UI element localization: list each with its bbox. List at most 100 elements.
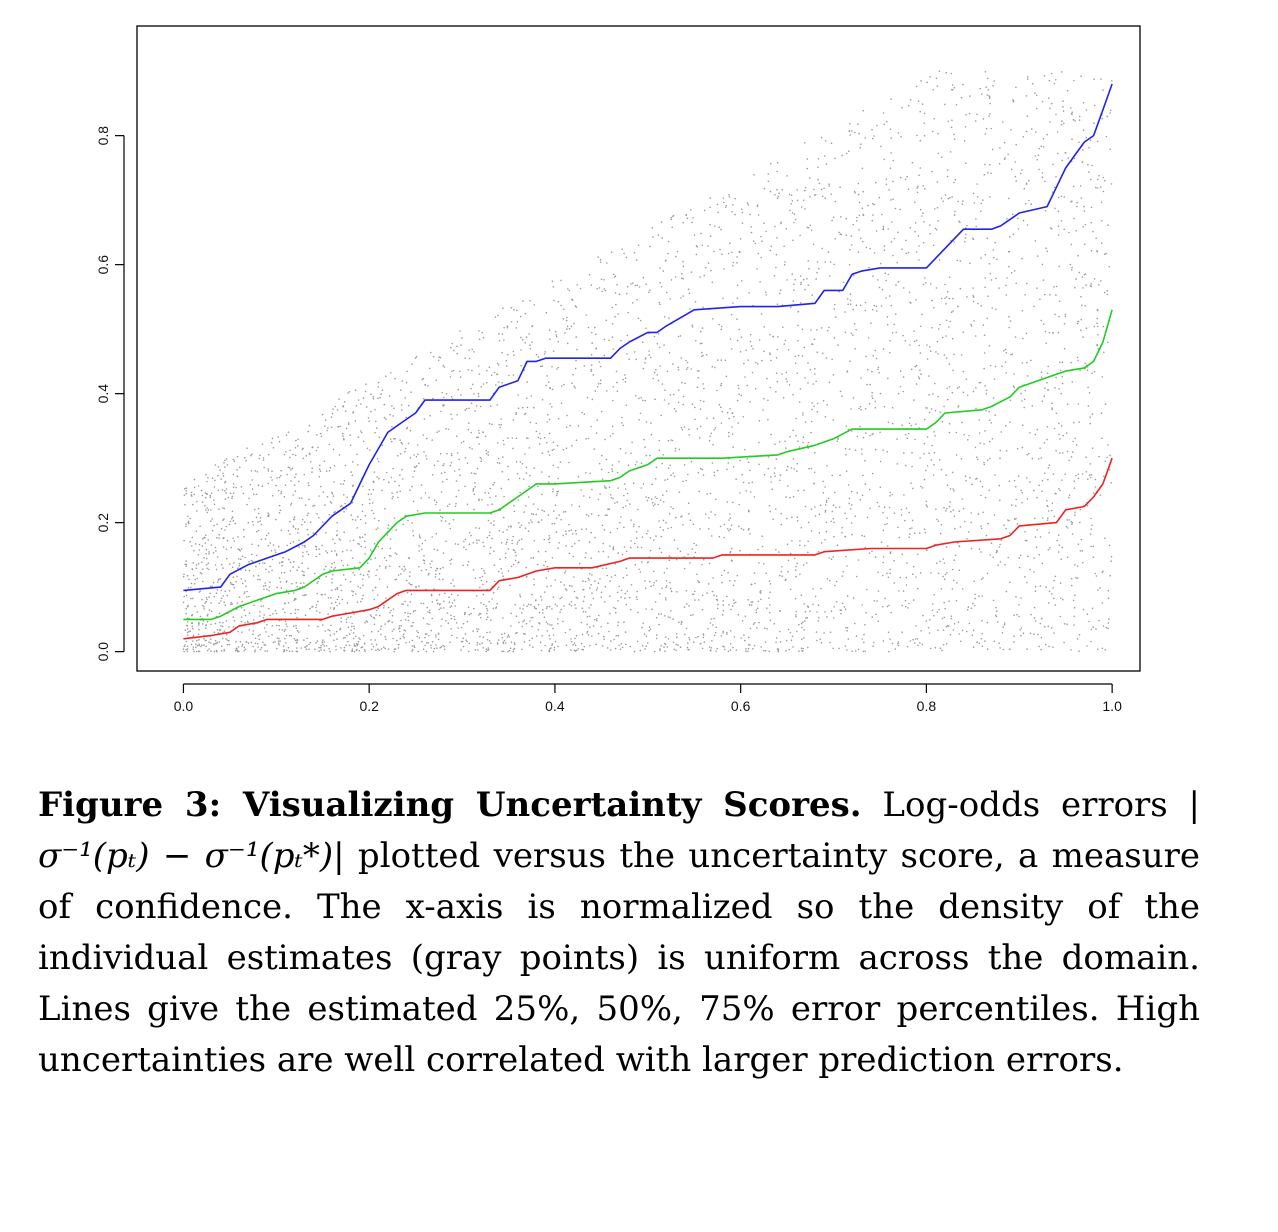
- gray-point: [945, 643, 948, 645]
- gray-point: [731, 348, 733, 350]
- gray-point: [925, 620, 928, 622]
- gray-point: [739, 459, 741, 462]
- gray-point: [882, 574, 884, 577]
- gray-point: [391, 440, 393, 443]
- gray-point: [257, 544, 260, 547]
- gray-point: [477, 395, 480, 398]
- gray-point: [939, 323, 941, 326]
- gray-point: [257, 484, 260, 487]
- gray-point: [322, 643, 324, 645]
- gray-point: [986, 94, 989, 96]
- gray-point: [202, 580, 204, 583]
- gray-point: [675, 633, 678, 635]
- gray-point: [727, 252, 730, 255]
- gray-point: [899, 208, 901, 211]
- gray-point: [395, 553, 398, 555]
- gray-point: [1008, 519, 1010, 522]
- gray-point: [362, 594, 364, 597]
- gray-point: [824, 486, 826, 488]
- gray-point: [403, 637, 406, 639]
- gray-point: [607, 508, 609, 511]
- gray-point: [524, 342, 526, 344]
- gray-point: [523, 641, 526, 643]
- gray-point: [663, 344, 665, 346]
- gray-point: [994, 414, 996, 416]
- gray-point: [972, 300, 975, 303]
- gray-point: [775, 458, 778, 460]
- gray-point: [929, 76, 931, 78]
- gray-point: [1073, 480, 1075, 483]
- gray-point: [1107, 341, 1109, 344]
- gray-point: [645, 496, 647, 498]
- gray-point: [953, 181, 955, 184]
- gray-point: [1034, 585, 1037, 588]
- gray-point: [333, 633, 336, 635]
- gray-point: [1040, 371, 1043, 374]
- gray-point: [1077, 359, 1079, 362]
- gray-point: [624, 592, 627, 595]
- gray-point: [624, 377, 627, 380]
- gray-point: [701, 327, 704, 329]
- gray-point: [185, 560, 187, 562]
- gray-point: [677, 401, 680, 404]
- gray-point: [568, 289, 571, 292]
- gray-point: [923, 478, 926, 481]
- gray-point: [662, 454, 665, 456]
- gray-point: [426, 606, 429, 609]
- gray-point: [1087, 405, 1090, 407]
- gray-point: [381, 389, 384, 392]
- gray-point: [1016, 448, 1019, 450]
- gray-point: [288, 650, 291, 653]
- gray-point: [233, 540, 236, 542]
- gray-point: [573, 322, 575, 325]
- gray-point: [437, 633, 440, 635]
- gray-point: [546, 605, 548, 608]
- gray-point: [985, 86, 987, 88]
- gray-point: [1085, 327, 1088, 330]
- gray-point: [360, 646, 363, 649]
- gray-point: [873, 252, 876, 254]
- gray-point: [993, 378, 996, 380]
- gray-point: [1097, 334, 1099, 336]
- gray-point: [952, 310, 954, 312]
- gray-point: [938, 70, 941, 73]
- gray-point: [737, 384, 740, 387]
- gray-point: [1090, 178, 1092, 181]
- gray-point: [752, 348, 754, 350]
- gray-point: [658, 547, 661, 550]
- gray-point: [688, 292, 691, 295]
- gray-point: [250, 454, 252, 457]
- gray-point: [556, 444, 559, 447]
- gray-point: [1080, 329, 1082, 332]
- gray-point: [928, 394, 930, 396]
- gray-point: [872, 308, 874, 311]
- gray-point: [969, 262, 971, 265]
- gray-point: [890, 137, 892, 139]
- gray-point: [962, 370, 965, 373]
- gray-point: [426, 623, 428, 625]
- gray-point: [272, 447, 275, 449]
- gray-point: [467, 606, 470, 609]
- gray-point: [467, 369, 470, 371]
- gray-point: [919, 642, 921, 644]
- gray-point: [962, 391, 965, 394]
- gray-point: [790, 306, 792, 309]
- gray-point: [304, 504, 307, 506]
- gray-point: [325, 565, 327, 568]
- gray-point: [468, 613, 471, 616]
- gray-point: [533, 406, 535, 409]
- gray-point: [209, 496, 212, 499]
- gray-point: [278, 476, 281, 479]
- gray-point: [259, 611, 261, 613]
- gray-point: [1089, 476, 1092, 479]
- gray-point: [1015, 86, 1017, 89]
- gray-point: [690, 614, 692, 617]
- gray-point: [331, 491, 333, 494]
- gray-point: [334, 588, 337, 591]
- gray-point: [290, 504, 292, 506]
- gray-point: [648, 354, 650, 356]
- gray-point: [1068, 231, 1070, 234]
- gray-point: [216, 556, 219, 558]
- gray-point: [591, 331, 593, 334]
- gray-point: [659, 649, 661, 651]
